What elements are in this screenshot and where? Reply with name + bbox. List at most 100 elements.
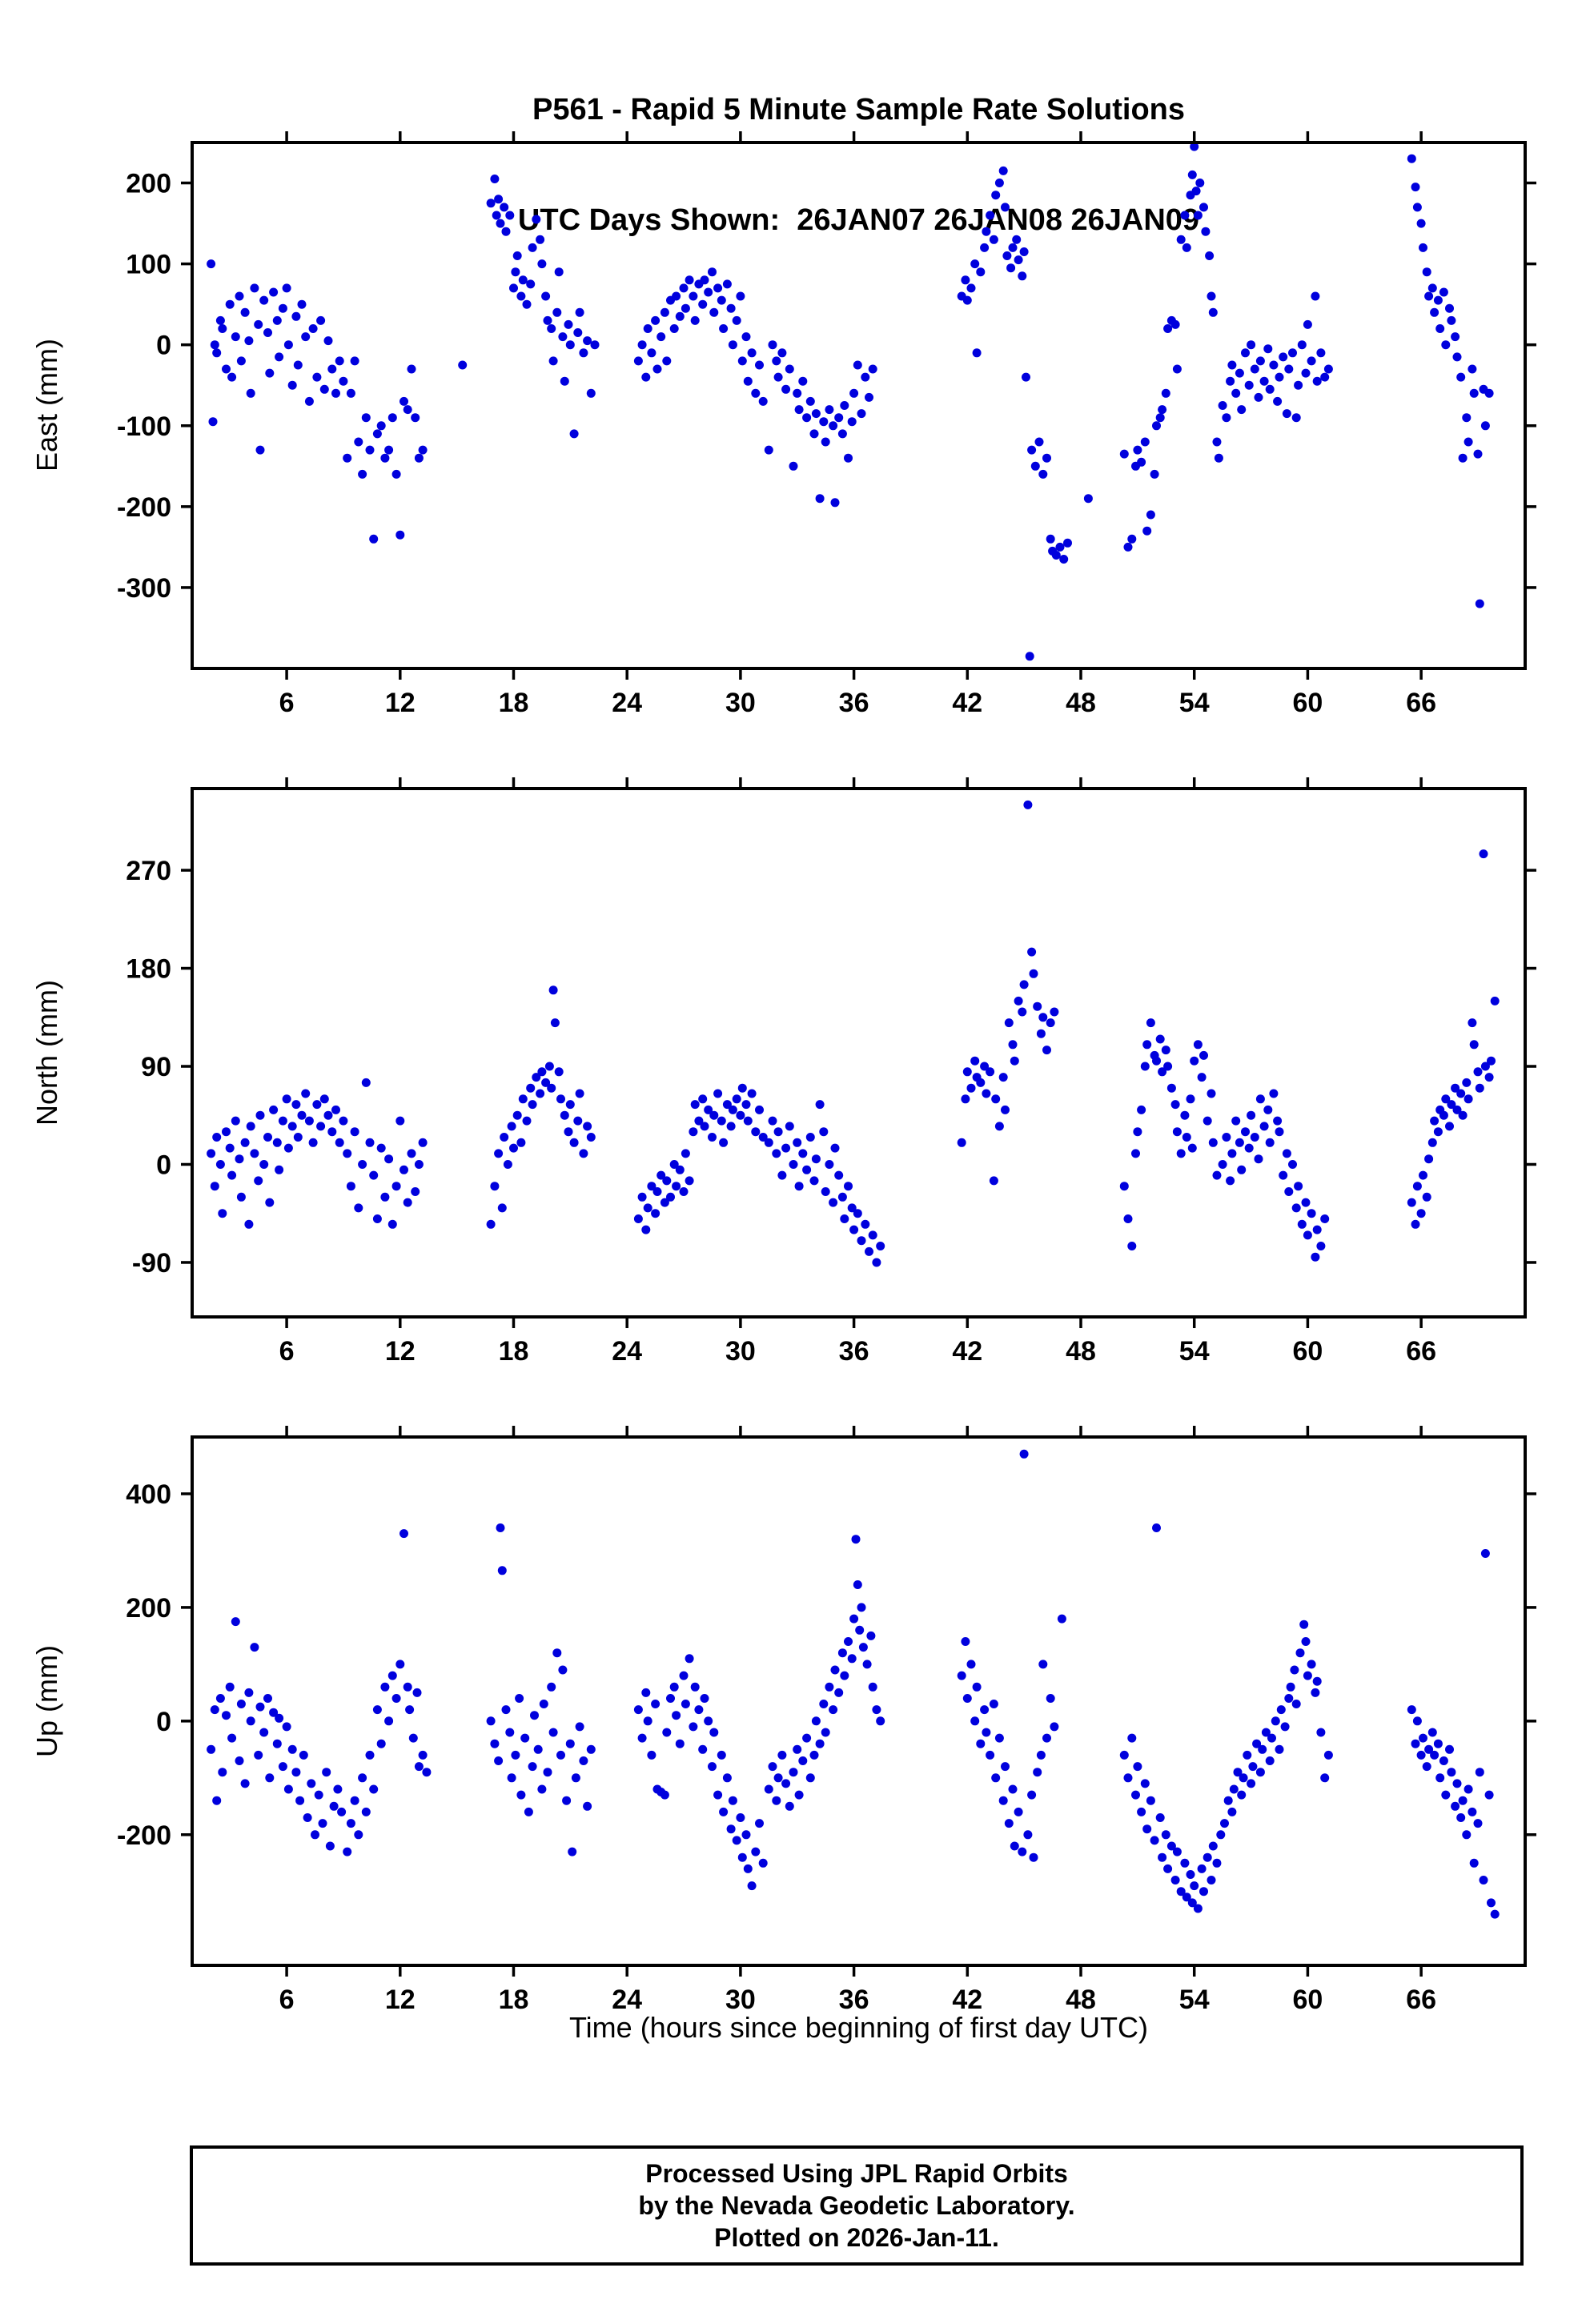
north-data-point xyxy=(1244,1143,1254,1153)
east-data-point xyxy=(1180,211,1190,220)
north-data-point xyxy=(387,1219,397,1229)
east-data-point xyxy=(212,348,222,358)
east-data-point xyxy=(728,340,737,350)
up-data-point xyxy=(1146,1796,1155,1805)
north-data-point xyxy=(490,1182,500,1191)
east-data-point xyxy=(1475,599,1484,608)
up-data-point xyxy=(704,1716,713,1726)
north-data-point xyxy=(669,1160,679,1169)
north-data-point xyxy=(830,1143,840,1153)
x-tick-label: 42 xyxy=(952,1336,982,1367)
east-data-point xyxy=(837,429,847,439)
x-tick-label: 48 xyxy=(1066,1985,1096,2015)
east-data-point xyxy=(1275,372,1284,382)
up-data-point xyxy=(391,1694,401,1703)
up-data-point xyxy=(1280,1722,1290,1732)
up-data-point xyxy=(250,1643,259,1652)
up-data-point xyxy=(1133,1762,1142,1772)
up-data-point xyxy=(1033,1768,1042,1777)
east-data-point xyxy=(815,494,825,504)
x-tick-label: 54 xyxy=(1179,1985,1210,2015)
east-data-point xyxy=(376,421,386,431)
east-data-point xyxy=(794,405,804,415)
north-data-point xyxy=(312,1100,322,1110)
up-data-point xyxy=(520,1733,530,1743)
x-tick-label: 18 xyxy=(499,688,529,718)
north-data-point xyxy=(227,1170,237,1180)
up-data-point xyxy=(1416,1750,1426,1760)
north-data-point xyxy=(785,1122,794,1131)
east-data-point xyxy=(501,227,511,236)
east-data-point xyxy=(293,360,303,370)
x-tick-label: 24 xyxy=(612,1985,642,2015)
east-data-point xyxy=(1083,494,1093,504)
up-data-point xyxy=(1027,1790,1037,1800)
north-data-point xyxy=(210,1182,219,1191)
east-data-point xyxy=(548,356,558,366)
north-data-point xyxy=(1170,1100,1180,1110)
north-data-point xyxy=(548,985,558,995)
up-data-point xyxy=(307,1779,316,1788)
north-data-point xyxy=(698,1094,708,1104)
east-data-point xyxy=(552,307,562,317)
up-data-point xyxy=(1307,1660,1316,1669)
north-data-point xyxy=(1291,1203,1301,1213)
north-data-point xyxy=(1464,1094,1473,1104)
north-data-point xyxy=(1152,1056,1161,1066)
east-data-point xyxy=(1323,364,1333,374)
east-data-point xyxy=(319,384,329,394)
east-data-point xyxy=(857,409,866,419)
up-data-point xyxy=(343,1847,352,1856)
east-data-point xyxy=(1191,187,1201,196)
north-data-point xyxy=(564,1127,573,1137)
up-data-point xyxy=(1119,1750,1129,1760)
north-data-point xyxy=(1033,1001,1042,1011)
north-data-point xyxy=(1042,1046,1051,1055)
east-data-point xyxy=(1445,303,1454,313)
north-data-point xyxy=(532,1073,541,1082)
north-data-point xyxy=(647,1182,656,1191)
east-data-point xyxy=(1424,291,1434,301)
east-data-point xyxy=(743,376,753,386)
north-panel-frame xyxy=(191,787,1527,1319)
east-data-point xyxy=(361,413,371,423)
north-data-point xyxy=(834,1170,844,1180)
up-data-point xyxy=(672,1711,681,1720)
north-data-point xyxy=(1218,1160,1227,1169)
east-data-point xyxy=(1201,227,1211,236)
up-data-point xyxy=(1155,1813,1165,1822)
north-data-point xyxy=(1131,1149,1140,1158)
east-data-point xyxy=(865,392,873,402)
east-data-point xyxy=(1237,405,1247,415)
east-data-point xyxy=(719,324,729,333)
north-data-point xyxy=(369,1170,379,1180)
east-data-point xyxy=(297,299,307,309)
east-data-point xyxy=(700,275,709,285)
north-data-point xyxy=(1203,1116,1212,1126)
up-data-point xyxy=(376,1739,386,1748)
x-tick-label: 18 xyxy=(499,1336,529,1367)
north-data-point xyxy=(486,1219,496,1229)
east-data-point xyxy=(681,303,690,313)
east-data-point xyxy=(323,336,333,346)
east-data-point xyxy=(1411,183,1420,192)
east-data-point xyxy=(768,340,777,350)
north-data-point xyxy=(708,1133,717,1142)
up-data-point xyxy=(539,1700,548,1708)
up-data-point xyxy=(283,1784,293,1794)
east-data-point xyxy=(272,315,282,325)
north-data-point xyxy=(1172,1127,1182,1137)
up-data-point xyxy=(497,1566,507,1575)
up-data-point xyxy=(1018,1847,1027,1856)
north-data-point xyxy=(1447,1100,1456,1110)
east-data-point xyxy=(737,356,747,366)
y-tick-label: -200 xyxy=(117,492,171,523)
north-data-point xyxy=(1190,1056,1199,1066)
up-data-point xyxy=(494,1756,504,1765)
north-data-point xyxy=(819,1127,829,1137)
up-data-point xyxy=(1261,1728,1271,1737)
east-data-point xyxy=(496,219,505,228)
up-data-point xyxy=(556,1750,565,1760)
up-data-point xyxy=(422,1768,432,1777)
north-data-point xyxy=(272,1138,282,1147)
